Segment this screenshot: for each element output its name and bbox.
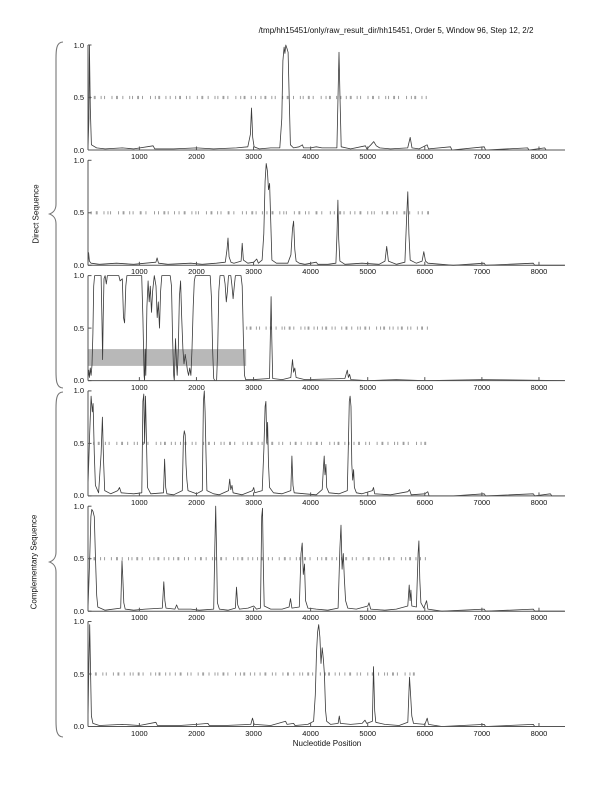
x-tick-label: 7000 [473, 728, 491, 738]
x-tick-label: 3000 [245, 613, 262, 623]
x-tick-label: 8000 [530, 152, 548, 161]
x-tick-label: 1000 [131, 267, 148, 277]
probability-curve-complementary-frame-1 [87, 390, 565, 497]
x-tick-label: 6000 [416, 382, 434, 392]
complementary-group-brace [47, 391, 64, 738]
y-tick-label: 1.0 [73, 271, 84, 281]
x-tick-label: 3000 [245, 497, 262, 507]
y-tick-label: 0.0 [73, 145, 84, 155]
x-tick-label: 5000 [359, 267, 377, 277]
x-tick-label: 6000 [416, 152, 434, 161]
x-tick-label: 7000 [473, 613, 491, 623]
x-tick-label: 5000 [359, 382, 377, 392]
x-axis-title: Nucleotide Position [292, 739, 362, 748]
y-tick-label: 0.0 [73, 376, 84, 386]
y-tick-label: 0.0 [73, 491, 84, 501]
x-tick-label: 8000 [530, 382, 548, 392]
y-tick-label: 0.0 [73, 722, 84, 731]
y-tick-label: 1.0 [73, 155, 84, 165]
probability-curve-direct-frame-3 [87, 275, 565, 382]
x-tick-label: 3000 [245, 152, 262, 161]
x-tick-label: 5000 [359, 613, 377, 623]
x-tick-label: 7000 [473, 152, 491, 161]
x-tick-label: 2000 [188, 267, 205, 277]
y-tick-label: 1.0 [73, 617, 84, 626]
y-tick-label: 0.5 [73, 208, 84, 218]
x-tick-label: 1000 [131, 497, 148, 507]
probability-curve-complementary-frame-3 [87, 624, 565, 727]
probability-curve-direct-frame-2 [87, 163, 565, 266]
x-tick-label: 2000 [188, 728, 205, 738]
y-tick-label: 0.0 [73, 260, 84, 270]
x-tick-label: 3000 [245, 728, 262, 738]
y-tick-label: 1.0 [73, 40, 84, 50]
y-tick-label: 0.5 [73, 93, 84, 102]
x-tick-label: 4000 [302, 152, 319, 161]
y-tick-label: 1.0 [73, 386, 84, 396]
x-tick-label: 8000 [530, 497, 548, 507]
x-tick-label: 2000 [188, 497, 205, 507]
y-tick-label: 1.0 [73, 501, 84, 511]
x-tick-label: 6000 [416, 613, 434, 623]
x-tick-label: 2000 [188, 152, 205, 161]
y-tick-label: 0.5 [73, 669, 84, 679]
x-tick-label: 7000 [473, 382, 491, 392]
x-tick-label: 8000 [530, 267, 548, 277]
x-tick-label: 1000 [131, 613, 148, 623]
probability-curve-complementary-frame-2 [87, 505, 565, 612]
x-tick-label: 7000 [473, 267, 491, 277]
x-tick-label: 1000 [131, 152, 148, 161]
x-tick-label: 2000 [188, 382, 205, 392]
y-tick-label: 0.5 [73, 323, 84, 333]
x-tick-label: 8000 [530, 728, 548, 738]
x-tick-label: 8000 [530, 613, 548, 623]
highlight-band [88, 349, 247, 366]
y-tick-label: 0.5 [73, 438, 84, 448]
x-tick-label: 4000 [302, 267, 319, 277]
x-tick-label: 5000 [359, 497, 377, 507]
x-tick-label: 1000 [131, 728, 148, 738]
x-tick-label: 4000 [302, 497, 319, 507]
x-tick-label: 5000 [359, 152, 377, 161]
x-tick-label: 5000 [359, 728, 377, 738]
x-tick-label: 6000 [416, 497, 434, 507]
x-tick-label: 4000 [302, 382, 319, 392]
y-tick-label: 0.0 [73, 606, 84, 616]
probability-curve-direct-frame-1 [87, 44, 565, 151]
x-tick-label: 4000 [302, 613, 319, 623]
x-tick-label: 3000 [245, 382, 262, 392]
x-tick-label: 6000 [416, 728, 434, 738]
x-tick-label: 6000 [416, 267, 434, 277]
x-tick-label: 2000 [188, 613, 205, 623]
y-tick-label: 0.5 [73, 554, 84, 564]
x-tick-label: 1000 [131, 382, 148, 392]
x-tick-label: 7000 [473, 497, 491, 507]
x-tick-label: 4000 [302, 728, 319, 738]
direct-group-brace [47, 41, 64, 389]
x-tick-label: 3000 [245, 267, 262, 277]
plot-title: /tmp/hh15451/only/raw_result_dir/hh15451… [258, 26, 534, 35]
